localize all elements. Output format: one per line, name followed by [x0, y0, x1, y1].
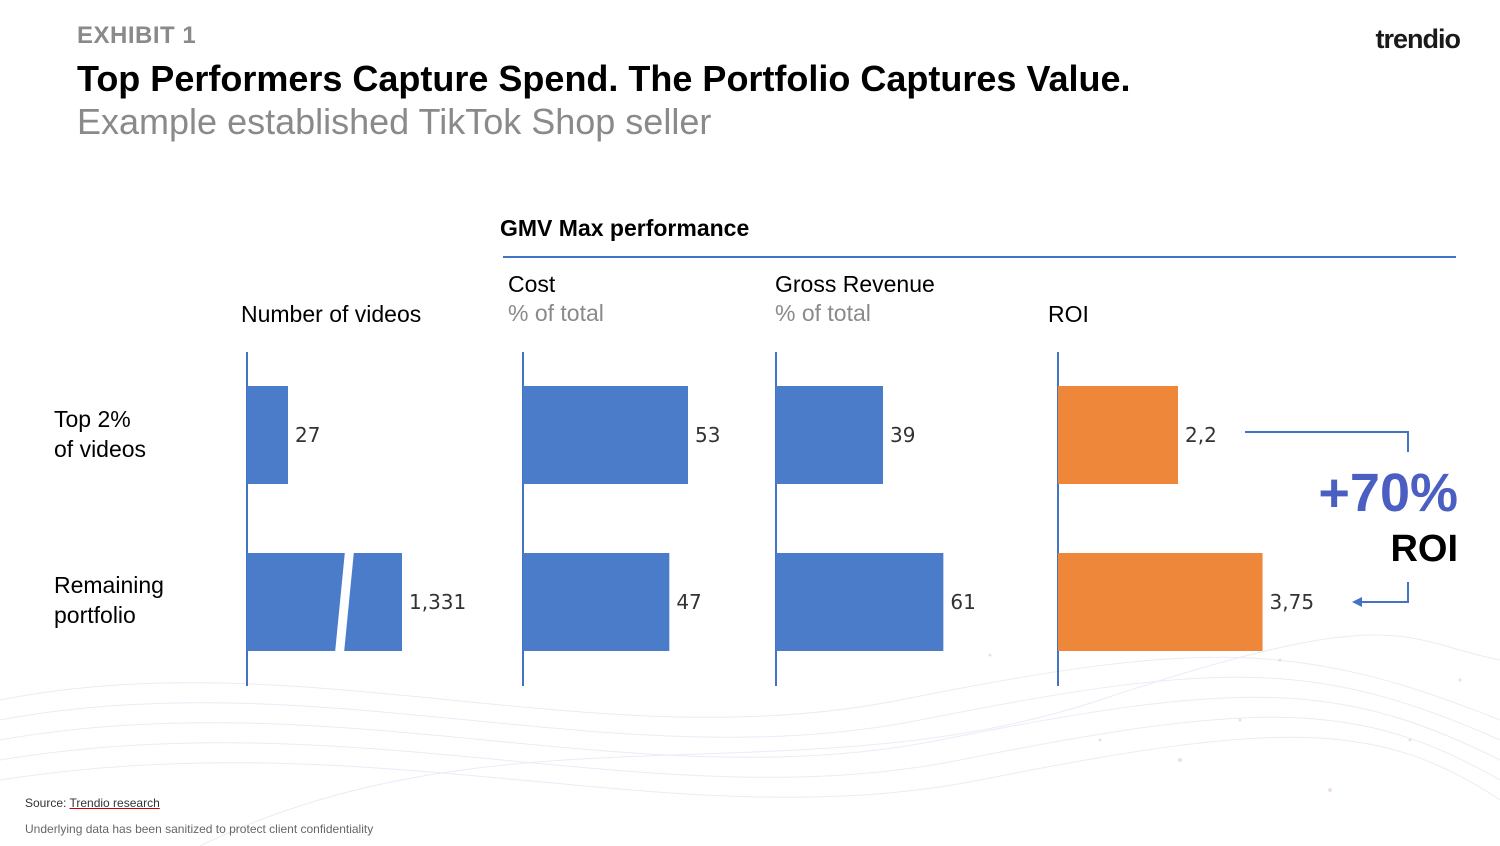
bar-revenue-top: [776, 386, 883, 484]
axis-break-marker: [335, 551, 354, 653]
bar-roi-remaining: [1058, 553, 1263, 651]
bar-cost-remaining: [523, 553, 670, 651]
source-label: Source:: [25, 796, 67, 810]
row-label-top: Top 2% of videos: [54, 406, 147, 462]
page-title: Top Performers Capture Spend. The Portfo…: [77, 58, 1131, 99]
section-divider: [503, 256, 1456, 258]
source-value: Trendio research: [69, 796, 160, 810]
bar-roi-top: [1058, 386, 1178, 484]
bar-cost-top: [523, 386, 688, 484]
bar-videos-remaining: [247, 553, 402, 651]
data-label-revenue-remaining: 61: [950, 590, 975, 614]
data-label-roi-remaining: 3,75: [1270, 590, 1315, 614]
roi-callout-bracket: [1245, 431, 1409, 603]
chart-subtitle-revenue: % of total: [775, 300, 871, 326]
roi-increase-value: +70%: [1318, 463, 1458, 523]
data-label-videos-remaining: 1,331: [409, 590, 466, 614]
chart-title-videos: Number of videos: [241, 301, 422, 327]
roi-increase-label: ROI: [1390, 528, 1458, 570]
chart-subtitle-cost: % of total: [508, 300, 604, 326]
chart-title-cost: Cost: [508, 271, 556, 297]
brand-logo: trendio: [1375, 24, 1461, 54]
data-label-roi-top: 2,2: [1185, 423, 1217, 447]
exhibit-label: EXHIBIT 1: [77, 22, 197, 49]
bar-revenue-remaining: [776, 553, 944, 651]
chart-title-roi: ROI: [1048, 301, 1089, 327]
section-title: GMV Max performance: [500, 215, 750, 241]
data-label-cost-top: 53: [695, 423, 720, 447]
roi-callout-arrowhead: [1352, 597, 1362, 607]
data-label-cost-remaining: 47: [676, 590, 701, 614]
bar-videos-top: [247, 386, 288, 484]
data-label-videos-top: 27: [295, 423, 320, 447]
footer-source: Source: Trendio research: [25, 796, 160, 810]
row-label-remaining: Remaining portfolio: [54, 572, 164, 628]
footer-note: Underlying data has been sanitized to pr…: [25, 822, 374, 836]
page-subtitle: Example established TikTok Shop seller: [77, 101, 712, 142]
data-label-revenue-top: 39: [890, 423, 915, 447]
chart-title-revenue: Gross Revenue: [775, 271, 935, 297]
